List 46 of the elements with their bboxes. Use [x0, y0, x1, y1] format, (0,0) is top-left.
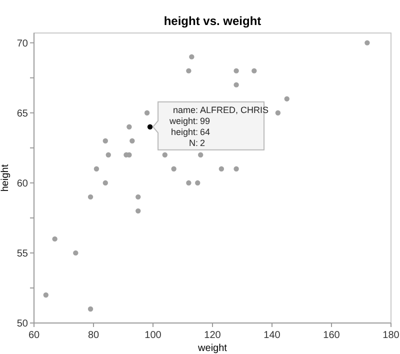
point: [43, 292, 48, 298]
point: [144, 110, 150, 116]
point: [88, 194, 94, 200]
point: [88, 306, 94, 312]
x-tick-label: 120: [204, 330, 222, 341]
y-axis-title: height: [0, 164, 11, 192]
point: [284, 96, 290, 102]
point: [252, 68, 257, 74]
x-tick-label: 180: [382, 330, 400, 341]
annotation: name: ALFRED, CHRIS weight: 99 height: 64 N: 2: [168, 104, 269, 148]
point: [186, 68, 192, 74]
chart-title: height vs. weight: [164, 14, 262, 28]
point: [136, 208, 141, 214]
point: [275, 110, 281, 116]
point: [73, 250, 78, 256]
x-tick-label: 140: [264, 330, 281, 341]
point: [198, 152, 204, 158]
point: [52, 236, 58, 242]
point: [94, 166, 100, 172]
x-tick-label: 100: [144, 330, 162, 341]
point: [234, 68, 239, 74]
point: [106, 152, 111, 158]
y-tick-label: 55: [16, 248, 28, 260]
point: [102, 138, 108, 144]
point: [218, 166, 224, 172]
point: [102, 180, 108, 186]
x-tick-label: 160: [323, 330, 340, 341]
point: [147, 124, 153, 130]
y-tick-label: 60: [16, 178, 28, 190]
y-tick-label: 70: [16, 38, 28, 50]
point: [234, 82, 239, 88]
point: [364, 40, 370, 46]
point: [234, 166, 239, 172]
point: [136, 194, 141, 200]
point: [162, 152, 168, 158]
point: [195, 180, 200, 186]
x-axis-title: weight: [197, 343, 228, 354]
x-tick-label: 60: [28, 330, 40, 341]
x-tick-label: 80: [88, 330, 100, 341]
point: [126, 124, 132, 130]
point: [189, 54, 194, 60]
y-tick-label: 50: [16, 318, 28, 330]
point: [130, 138, 135, 144]
y-tick-label: 65: [16, 108, 28, 120]
point: [186, 180, 192, 186]
point: [171, 166, 176, 172]
